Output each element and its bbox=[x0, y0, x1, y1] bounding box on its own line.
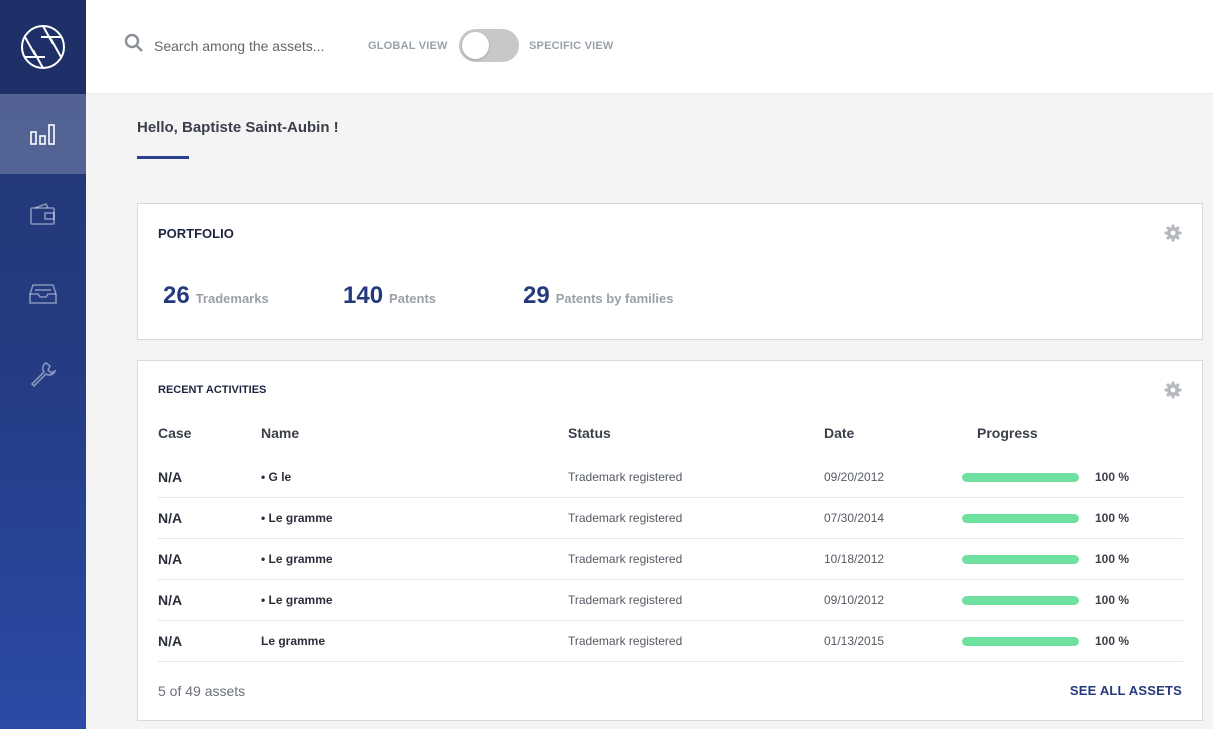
column-header-progress[interactable]: Progress bbox=[977, 425, 1038, 441]
greeting-underline bbox=[137, 156, 189, 159]
sidebar-item-tools[interactable] bbox=[0, 334, 86, 414]
row-status: Trademark registered bbox=[568, 539, 682, 579]
sidebar-item-inbox[interactable] bbox=[0, 254, 86, 334]
row-name: • Le gramme bbox=[261, 580, 333, 620]
wallet-icon bbox=[30, 203, 56, 225]
table-row[interactable]: N/A • Le gramme Trademark registered 10/… bbox=[158, 539, 1183, 580]
column-header-name[interactable]: Name bbox=[261, 425, 299, 441]
global-view-label: GLOBAL VIEW bbox=[368, 40, 448, 52]
progress-label: 100 % bbox=[1095, 580, 1129, 620]
activities-title: RECENT ACTIVITIES bbox=[158, 384, 266, 396]
see-all-assets-link[interactable]: SEE ALL ASSETS bbox=[1070, 683, 1182, 698]
page-greeting: Hello, Baptiste Saint-Aubin ! bbox=[137, 119, 339, 136]
row-date: 07/30/2014 bbox=[824, 498, 884, 538]
table-row[interactable]: N/A • Le gramme Trademark registered 09/… bbox=[158, 580, 1183, 621]
row-name: • Le gramme bbox=[261, 539, 333, 579]
stat-patents[interactable]: 140 Patents bbox=[343, 282, 436, 310]
assets-count: 5 of 49 assets bbox=[158, 683, 245, 699]
view-toggle[interactable] bbox=[459, 29, 519, 62]
sidebar bbox=[0, 0, 86, 729]
gear-icon[interactable] bbox=[1164, 224, 1182, 247]
progress-label: 100 % bbox=[1095, 498, 1129, 538]
progress-bar bbox=[962, 457, 1079, 497]
row-date: 09/10/2012 bbox=[824, 580, 884, 620]
progress-bar bbox=[962, 498, 1079, 538]
recent-activities-card: RECENT ACTIVITIES Case Name Status Date … bbox=[137, 360, 1203, 721]
stat-value: 140 bbox=[343, 282, 383, 310]
row-status: Trademark registered bbox=[568, 457, 682, 497]
stat-label: Patents by families bbox=[556, 291, 674, 306]
column-header-case[interactable]: Case bbox=[158, 425, 191, 441]
stat-label: Trademarks bbox=[196, 291, 269, 306]
stat-label: Patents bbox=[389, 291, 436, 306]
search-icon bbox=[124, 33, 144, 58]
progress-label: 100 % bbox=[1095, 457, 1129, 497]
row-case: N/A bbox=[158, 457, 182, 497]
sidebar-item-dashboard[interactable] bbox=[0, 94, 86, 174]
row-status: Trademark registered bbox=[568, 498, 682, 538]
table-row[interactable]: N/A • Le gramme Trademark registered 07/… bbox=[158, 498, 1183, 539]
progress-bar bbox=[962, 539, 1079, 579]
stat-trademarks[interactable]: 26 Trademarks bbox=[163, 282, 269, 310]
row-name: • G le bbox=[261, 457, 291, 497]
bar-chart-icon bbox=[30, 123, 56, 145]
column-header-date[interactable]: Date bbox=[824, 425, 854, 441]
portfolio-card: PORTFOLIO 26 Trademarks 140 Patents 29 P… bbox=[137, 203, 1203, 340]
stat-value: 29 bbox=[523, 282, 550, 310]
progress-bar bbox=[962, 621, 1079, 661]
row-date: 10/18/2012 bbox=[824, 539, 884, 579]
row-status: Trademark registered bbox=[568, 580, 682, 620]
specific-view-label: SPECIFIC VIEW bbox=[529, 40, 614, 52]
row-date: 01/13/2015 bbox=[824, 621, 884, 661]
row-case: N/A bbox=[158, 580, 182, 620]
wrench-icon bbox=[30, 361, 56, 387]
table-row[interactable]: N/A Le gramme Trademark registered 01/13… bbox=[158, 621, 1183, 662]
top-bar: GLOBAL VIEW SPECIFIC VIEW bbox=[86, 0, 1213, 94]
row-name: Le gramme bbox=[261, 621, 325, 661]
row-name: • Le gramme bbox=[261, 498, 333, 538]
aperture-logo[interactable] bbox=[0, 0, 86, 94]
search-input[interactable] bbox=[154, 38, 354, 54]
progress-label: 100 % bbox=[1095, 621, 1129, 661]
table-row[interactable]: N/A • G le Trademark registered 09/20/20… bbox=[158, 457, 1183, 498]
row-case: N/A bbox=[158, 621, 182, 661]
toggle-knob bbox=[462, 32, 489, 59]
progress-bar bbox=[962, 580, 1079, 620]
column-header-status[interactable]: Status bbox=[568, 425, 611, 441]
portfolio-title: PORTFOLIO bbox=[158, 226, 234, 241]
stat-patent-families[interactable]: 29 Patents by families bbox=[523, 282, 673, 310]
row-date: 09/20/2012 bbox=[824, 457, 884, 497]
row-case: N/A bbox=[158, 498, 182, 538]
sidebar-item-wallet[interactable] bbox=[0, 174, 86, 254]
row-case: N/A bbox=[158, 539, 182, 579]
row-status: Trademark registered bbox=[568, 621, 682, 661]
progress-label: 100 % bbox=[1095, 539, 1129, 579]
inbox-tray-icon bbox=[29, 283, 57, 305]
search-bar bbox=[124, 33, 354, 58]
stat-value: 26 bbox=[163, 282, 190, 310]
gear-icon[interactable] bbox=[1164, 381, 1182, 404]
